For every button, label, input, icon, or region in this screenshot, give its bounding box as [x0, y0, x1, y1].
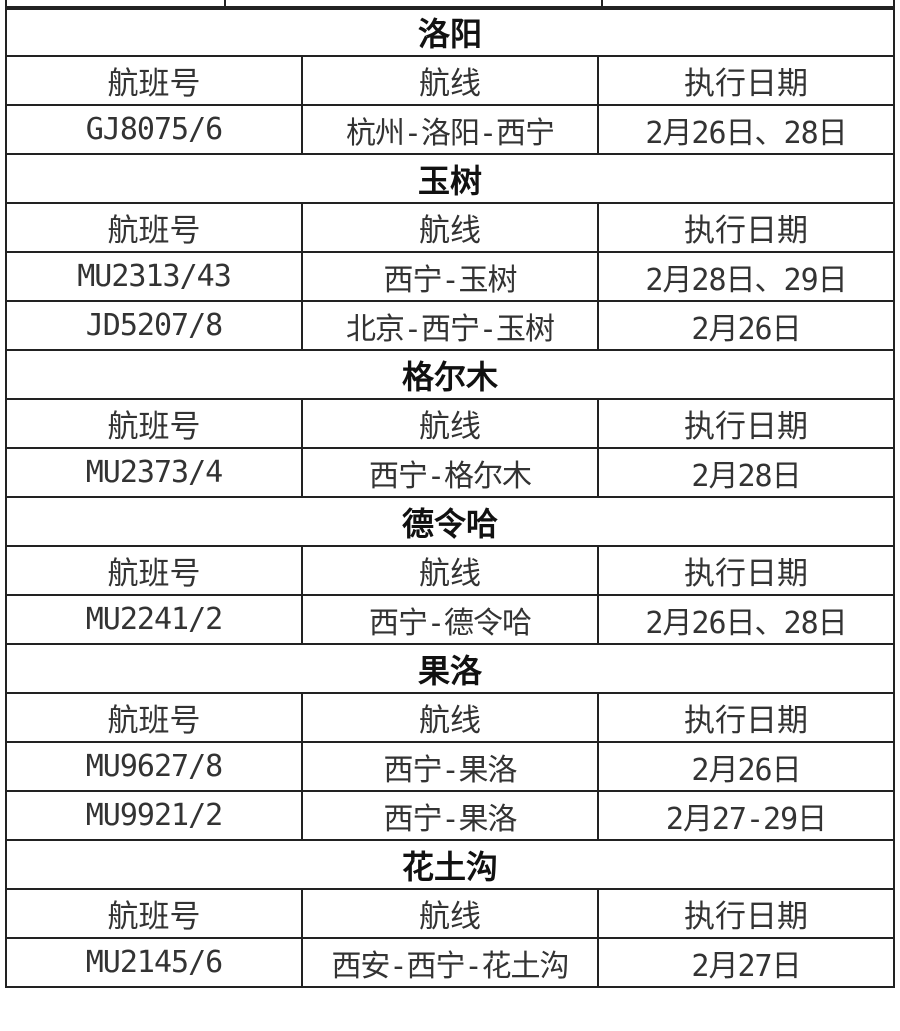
column-header-row: 航班号 航线 执行日期	[5, 888, 895, 939]
section-header-row: 果洛	[5, 643, 895, 694]
header-flight: 航班号	[5, 888, 303, 939]
table-row: GJ8075/6 杭州-洛阳-西宁 2月26日、28日	[5, 104, 895, 155]
dates: 2月28日	[597, 447, 895, 498]
column-header-row: 航班号 航线 执行日期	[5, 398, 895, 449]
route: 西宁-玉树	[301, 251, 599, 302]
city-title: 洛阳	[5, 6, 895, 57]
table-row: MU2145/6 西安-西宁-花土沟 2月27日	[5, 937, 895, 988]
header-flight: 航班号	[5, 545, 303, 596]
table-row: MU2241/2 西宁-德令哈 2月26日、28日	[5, 594, 895, 645]
header-flight: 航班号	[5, 398, 303, 449]
header-flight: 航班号	[5, 202, 303, 253]
table-row: MU9921/2 西宁-果洛 2月27-29日	[5, 790, 895, 841]
dates: 2月26日、28日	[597, 594, 895, 645]
flight-number: MU2241/2	[5, 594, 303, 645]
flight-schedule-table: 洛阳 航班号 航线 执行日期 GJ8075/6 杭州-洛阳-西宁 2月26日、28日 玉树 航班…	[5, 6, 895, 988]
table-row: MU9627/8 西宁-果洛 2月26日	[5, 741, 895, 792]
header-dates: 执行日期	[597, 692, 895, 743]
dates: 2月26日	[597, 741, 895, 792]
section-header-row: 德令哈	[5, 496, 895, 547]
route: 北京-西宁-玉树	[301, 300, 599, 351]
section-header-row: 玉树	[5, 153, 895, 204]
city-title: 格尔木	[5, 349, 895, 400]
header-route: 航线	[301, 55, 599, 106]
route: 西宁-德令哈	[301, 594, 599, 645]
flight-number: JD5207/8	[5, 300, 303, 351]
city-title: 德令哈	[5, 496, 895, 547]
flight-number: MU2373/4	[5, 447, 303, 498]
header-route: 航线	[301, 888, 599, 939]
header-dates: 执行日期	[597, 202, 895, 253]
column-header-row: 航班号 航线 执行日期	[5, 202, 895, 253]
flight-number: MU2145/6	[5, 937, 303, 988]
route: 西宁-果洛	[301, 790, 599, 841]
header-route: 航线	[301, 202, 599, 253]
route: 西宁-格尔木	[301, 447, 599, 498]
flight-number: MU9627/8	[5, 741, 303, 792]
table-row: MU2313/43 西宁-玉树 2月28日、29日	[5, 251, 895, 302]
city-title: 玉树	[5, 153, 895, 204]
column-header-row: 航班号 航线 执行日期	[5, 545, 895, 596]
header-dates: 执行日期	[597, 398, 895, 449]
flight-number: MU9921/2	[5, 790, 303, 841]
table-row: JD5207/8 北京-西宁-玉树 2月26日	[5, 300, 895, 351]
section-header-row: 洛阳	[5, 6, 895, 57]
header-route: 航线	[301, 692, 599, 743]
table-row: MU2373/4 西宁-格尔木 2月28日	[5, 447, 895, 498]
section-header-row: 格尔木	[5, 349, 895, 400]
header-route: 航线	[301, 545, 599, 596]
header-flight: 航班号	[5, 692, 303, 743]
header-route: 航线	[301, 398, 599, 449]
dates: 2月27日	[597, 937, 895, 988]
city-title: 果洛	[5, 643, 895, 694]
column-header-row: 航班号 航线 执行日期	[5, 55, 895, 106]
flight-number: GJ8075/6	[5, 104, 303, 155]
section-header-row: 花土沟	[5, 839, 895, 890]
header-dates: 执行日期	[597, 888, 895, 939]
header-dates: 执行日期	[597, 55, 895, 106]
route: 西安-西宁-花土沟	[301, 937, 599, 988]
flight-number: MU2313/43	[5, 251, 303, 302]
dates: 2月27-29日	[597, 790, 895, 841]
dates: 2月26日	[597, 300, 895, 351]
header-flight: 航班号	[5, 55, 303, 106]
city-title: 花土沟	[5, 839, 895, 890]
route: 杭州-洛阳-西宁	[301, 104, 599, 155]
header-dates: 执行日期	[597, 545, 895, 596]
column-header-row: 航班号 航线 执行日期	[5, 692, 895, 743]
route: 西宁-果洛	[301, 741, 599, 792]
dates: 2月28日、29日	[597, 251, 895, 302]
dates: 2月26日、28日	[597, 104, 895, 155]
